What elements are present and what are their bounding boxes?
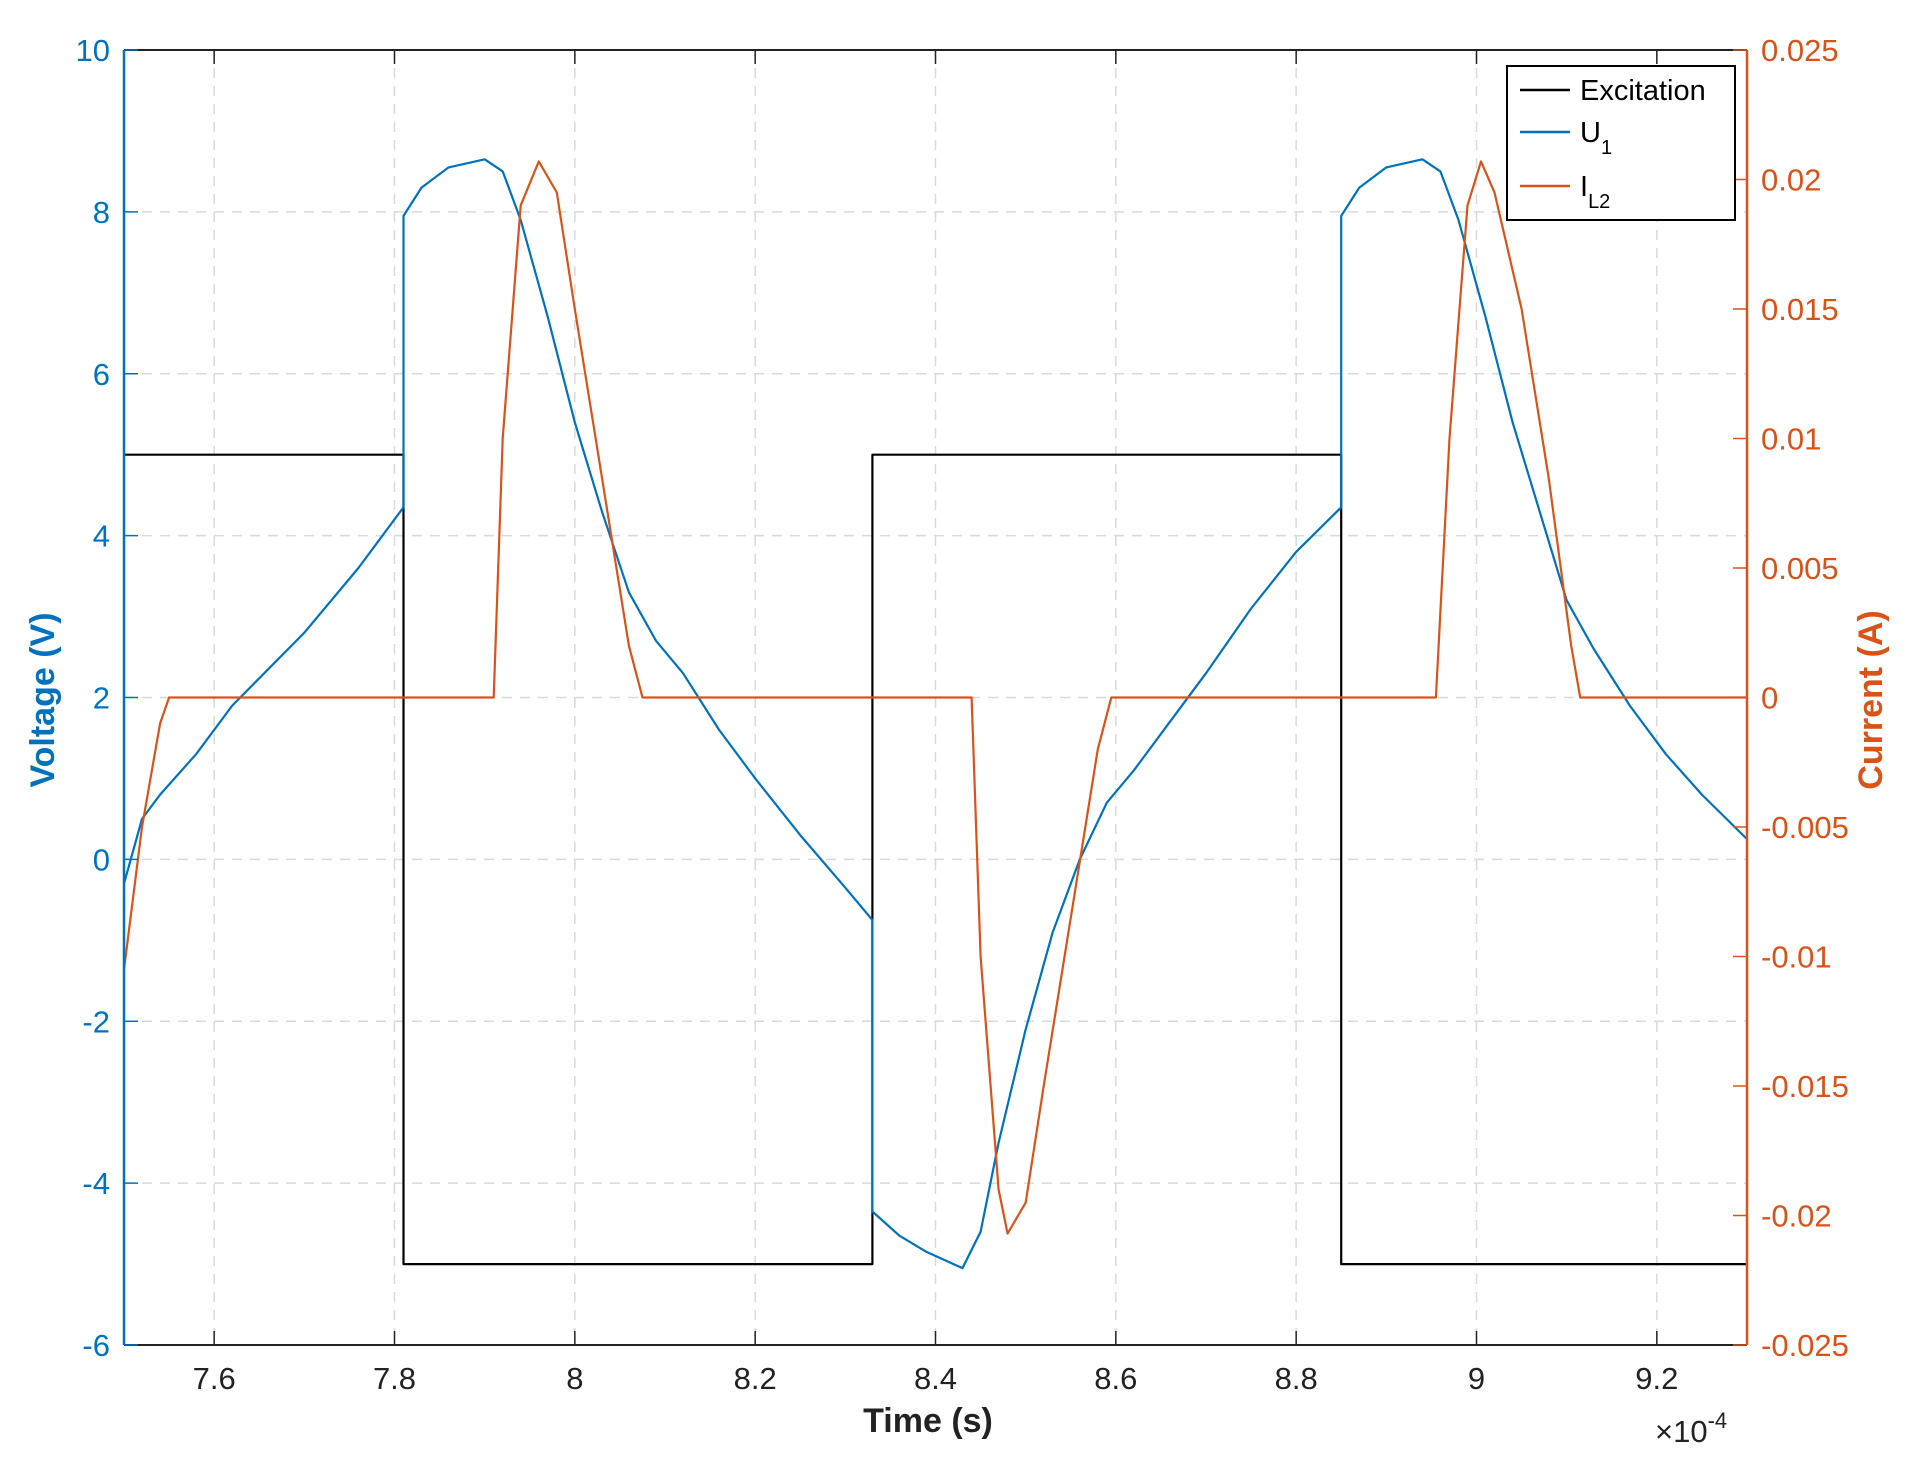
right-tick-label-7: -0.01 bbox=[1761, 940, 1832, 975]
left-tick-label-3: 4 bbox=[93, 519, 110, 554]
left-tick-label-5: 0 bbox=[93, 842, 110, 877]
x-tick-label-5: 8.6 bbox=[1094, 1361, 1137, 1396]
x-tick-label-4: 8.4 bbox=[914, 1361, 957, 1396]
x-tick-label-3: 8.2 bbox=[734, 1361, 777, 1396]
x-tick-label-0: 7.6 bbox=[193, 1361, 236, 1396]
legend-label-il2: IL2 bbox=[1580, 171, 1610, 213]
legend-u1-sub: 1 bbox=[1601, 137, 1612, 159]
right-y-axis-ticks: 0.025 0.02 0.015 0.01 0.005 0 -0.005 -0.01 -0.01… bbox=[1733, 33, 1849, 1363]
right-tick-label-6: -0.005 bbox=[1761, 810, 1849, 845]
x-tick-label-6: 8.8 bbox=[1275, 1361, 1318, 1396]
legend: Excitation U1 IL2 bbox=[1506, 65, 1736, 221]
right-tick-label-2: 0.015 bbox=[1761, 292, 1839, 327]
left-tick-label-0: 10 bbox=[76, 33, 110, 68]
plot-series bbox=[122, 158, 1748, 1270]
x-axis-multiplier: ×10-4 bbox=[1655, 1408, 1727, 1449]
right-tick-label-9: -0.02 bbox=[1761, 1199, 1832, 1234]
x-tick-label-8: 9.2 bbox=[1635, 1361, 1678, 1396]
right-tick-label-10: -0.025 bbox=[1761, 1328, 1849, 1363]
left-tick-label-7: -4 bbox=[82, 1166, 110, 1201]
right-tick-label-8: -0.015 bbox=[1761, 1069, 1849, 1104]
series-line-0 bbox=[124, 453, 1747, 1266]
x-multiplier-base: ×10 bbox=[1655, 1414, 1708, 1449]
right-tick-label-3: 0.01 bbox=[1761, 422, 1821, 457]
x-tick-label-1: 7.8 bbox=[373, 1361, 416, 1396]
x-axis-title: Time (s) bbox=[863, 1402, 993, 1440]
right-tick-label-4: 0.005 bbox=[1761, 551, 1839, 586]
left-y-axis-title: Voltage (V) bbox=[24, 612, 62, 787]
legend-il2-main: I bbox=[1580, 171, 1588, 203]
right-tick-label-1: 0.02 bbox=[1761, 163, 1821, 198]
legend-box bbox=[1506, 65, 1736, 221]
legend-label-u1: U1 bbox=[1580, 117, 1612, 159]
x-tick-label-2: 8 bbox=[566, 1361, 583, 1396]
legend-il2-sub: L2 bbox=[1588, 191, 1610, 213]
legend-u1-main: U bbox=[1580, 117, 1601, 149]
x-multiplier-exponent: -4 bbox=[1708, 1408, 1728, 1433]
left-tick-label-8: -6 bbox=[82, 1328, 110, 1363]
x-tick-label-7: 9 bbox=[1468, 1361, 1485, 1396]
right-tick-label-5: 0 bbox=[1761, 681, 1778, 716]
left-tick-label-2: 6 bbox=[93, 357, 110, 392]
series-line-1 bbox=[122, 158, 1748, 1270]
right-tick-label-0: 0.025 bbox=[1761, 33, 1839, 68]
left-tick-label-6: -2 bbox=[82, 1004, 110, 1039]
x-axis-ticks: 7.6 7.8 8 8.2 8.4 8.6 8.8 9 9.2 bbox=[193, 50, 1678, 1396]
left-y-axis-ticks: 10 8 6 4 2 0 -2 -4 -6 bbox=[76, 33, 138, 1363]
left-tick-label-4: 2 bbox=[93, 681, 110, 716]
left-tick-label-1: 8 bbox=[93, 195, 110, 230]
series-line-2 bbox=[122, 160, 1747, 1235]
legend-label-excitation: Excitation bbox=[1580, 75, 1706, 107]
right-y-axis-title: Current (A) bbox=[1852, 610, 1890, 789]
